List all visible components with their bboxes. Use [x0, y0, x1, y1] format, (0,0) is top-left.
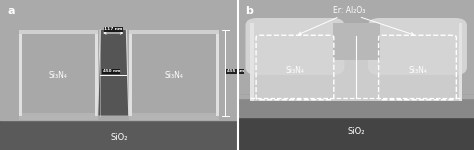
Bar	[0, 120, 238, 150]
Text: Si₃N₄: Si₃N₄	[408, 66, 427, 75]
Polygon shape	[98, 30, 129, 116]
Bar	[217, 30, 219, 116]
Bar	[250, 48, 462, 100]
Bar	[459, 22, 462, 100]
Bar	[95, 30, 98, 116]
Bar	[19, 112, 98, 120]
Bar	[129, 112, 219, 120]
Text: SiO₂: SiO₂	[110, 134, 128, 142]
FancyBboxPatch shape	[368, 18, 467, 75]
Bar	[19, 30, 98, 34]
Bar	[0, 116, 238, 120]
Text: 117 nm: 117 nm	[104, 27, 122, 32]
Bar	[238, 94, 474, 117]
Text: 455 nm: 455 nm	[227, 69, 244, 74]
Bar	[129, 30, 132, 116]
Bar	[19, 30, 22, 116]
Text: Er: Al₂O₃: Er: Al₂O₃	[333, 6, 365, 15]
Bar	[129, 30, 219, 34]
Bar	[129, 30, 219, 116]
Bar	[250, 22, 254, 100]
Text: Si₃N₄: Si₃N₄	[285, 66, 304, 75]
Text: Si₃N₄: Si₃N₄	[164, 70, 183, 80]
Text: a: a	[7, 6, 15, 16]
FancyBboxPatch shape	[246, 18, 345, 75]
Text: 450 nm: 450 nm	[102, 69, 120, 74]
Bar	[333, 22, 380, 60]
Text: Si₃N₄: Si₃N₄	[49, 70, 68, 80]
Bar	[19, 30, 98, 116]
Bar	[238, 94, 474, 98]
Bar	[238, 98, 474, 150]
Text: b: b	[246, 6, 254, 16]
Text: SiO₂: SiO₂	[347, 128, 365, 136]
